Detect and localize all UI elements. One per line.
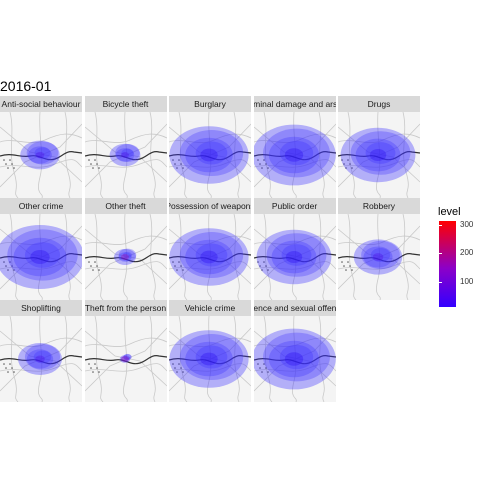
facet-strip: Burglary — [169, 96, 251, 112]
legend-tick-mark — [439, 225, 442, 227]
facet-label: Other crime — [18, 201, 64, 211]
map-panel — [253, 112, 336, 198]
map-panel — [169, 316, 251, 402]
facet-panel: Violence and sexual offences — [253, 300, 336, 402]
facet-label: Vehicle crime — [184, 303, 236, 313]
facet-strip: Theft from the person — [84, 300, 167, 316]
facet-label: Drugs — [367, 99, 391, 109]
legend-tick-mark — [439, 281, 442, 283]
facet-strip: Public order — [253, 198, 336, 214]
facet-panel: Vehicle crime — [169, 300, 251, 402]
density-map — [0, 316, 82, 402]
density-map — [0, 214, 82, 300]
density-map — [169, 316, 251, 402]
density-map — [0, 112, 82, 198]
map-panel — [169, 214, 251, 300]
facet-panel: Robbery — [338, 198, 420, 300]
facet-label: Shoplifting — [21, 303, 61, 313]
facet-strip: Criminal damage and arson — [253, 96, 336, 112]
facet-label: Other theft — [105, 201, 146, 211]
map-panel — [0, 112, 82, 198]
facet-strip: Other theft — [84, 198, 167, 214]
facet-panel: Possession of weapons — [169, 198, 251, 300]
density-map — [338, 112, 420, 198]
facet-strip: Drugs — [338, 96, 420, 112]
facet-strip: Robbery — [338, 198, 420, 214]
facet-panel: Public order — [253, 198, 336, 300]
map-panel — [338, 214, 420, 300]
map-panel — [338, 112, 420, 198]
facet-label: Anti-social behaviour — [1, 99, 81, 109]
facet-panel: Shoplifting — [0, 300, 82, 402]
density-map — [253, 316, 336, 402]
facet-panel: Burglary — [169, 96, 251, 198]
facet-label: Burglary — [194, 99, 226, 109]
density-map — [338, 214, 420, 300]
facet-strip: Violence and sexual offences — [253, 300, 336, 316]
facet-label: Criminal damage and arson — [253, 99, 336, 109]
facet-strip: Bicycle theft — [84, 96, 167, 112]
density-map — [84, 214, 167, 300]
legend: level 300 200 100 — [436, 206, 480, 316]
map-panel — [84, 214, 167, 300]
legend-tick-label: 200 — [460, 248, 474, 258]
facet-label: Public order — [271, 201, 318, 211]
facet-label: Violence and sexual offences — [253, 303, 336, 313]
map-panel — [169, 112, 251, 198]
map-panel — [0, 316, 82, 402]
facet-label: Possession of weapons — [169, 201, 251, 211]
facet-panel: Criminal damage and arson — [253, 96, 336, 198]
facet-panel: Bicycle theft — [84, 96, 167, 198]
legend-tick-label: 300 — [460, 220, 474, 230]
facet-strip: Other crime — [0, 198, 82, 214]
facet-strip: Shoplifting — [0, 300, 82, 316]
density-map — [169, 214, 251, 300]
facet-panel: Other crime — [0, 198, 82, 300]
facet-panel: Theft from the person — [84, 300, 167, 402]
density-map — [84, 112, 167, 198]
facet-label: Robbery — [362, 201, 396, 211]
facet-panel: Other theft — [84, 198, 167, 300]
facet-label: Bicycle theft — [102, 99, 149, 109]
map-panel — [84, 112, 167, 198]
map-panel — [253, 214, 336, 300]
density-map — [169, 112, 251, 198]
facet-grid: Anti-social behaviour Bicycle theft Burgla… — [0, 96, 421, 402]
legend-colorbar — [439, 221, 456, 307]
legend-title: level — [438, 206, 461, 218]
facet-strip: Vehicle crime — [169, 300, 251, 316]
legend-tick-mark — [439, 253, 442, 255]
facet-strip: Possession of weapons — [169, 198, 251, 214]
plot-title: 2016-01 — [0, 78, 52, 94]
map-panel — [0, 214, 82, 300]
map-panel — [253, 316, 336, 402]
density-map — [253, 112, 336, 198]
density-map — [253, 214, 336, 300]
facet-panel: Anti-social behaviour — [0, 96, 82, 198]
facet-strip: Anti-social behaviour — [0, 96, 82, 112]
facet-label: Theft from the person — [84, 303, 167, 313]
density-map — [84, 316, 167, 402]
map-panel — [84, 316, 167, 402]
legend-tick-label: 100 — [460, 276, 474, 286]
facet-panel: Drugs — [338, 96, 420, 198]
